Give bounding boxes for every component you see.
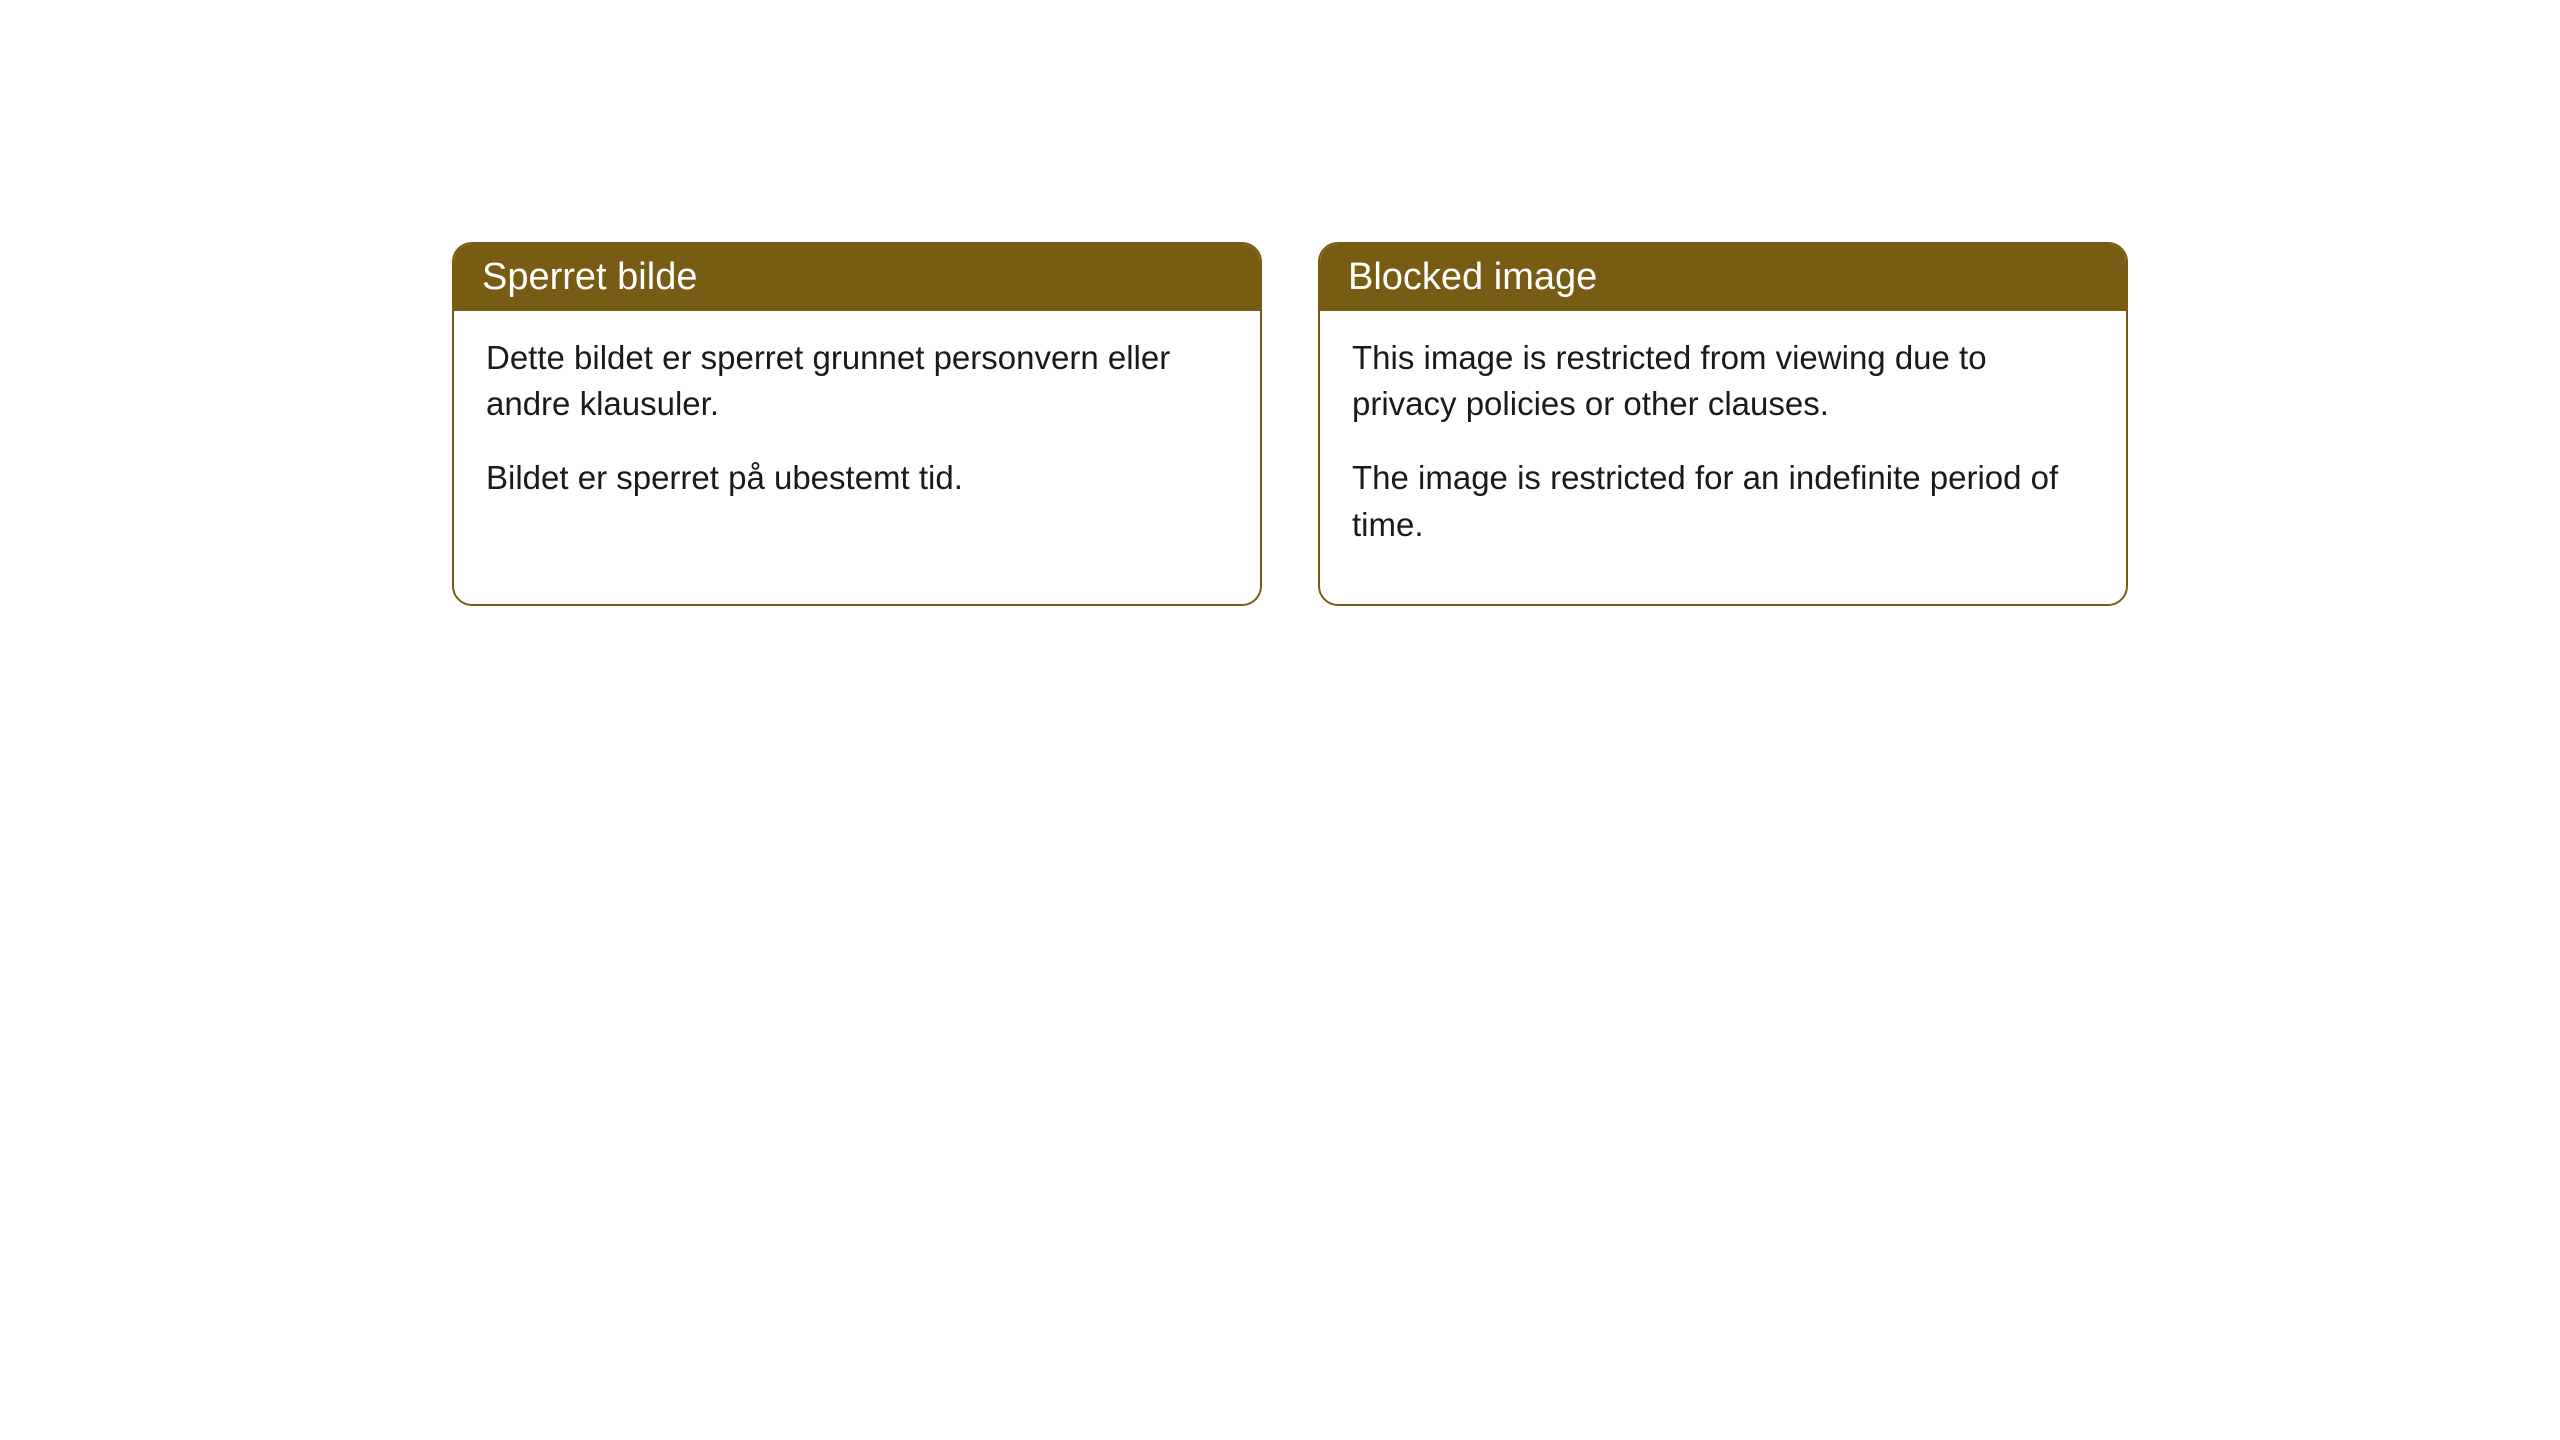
card-title: Blocked image	[1348, 256, 1597, 298]
card-header: Sperret bilde	[454, 244, 1260, 311]
card-body: Dette bildet er sperret grunnet personve…	[454, 311, 1260, 558]
blocked-image-card-english: Blocked image This image is restricted f…	[1318, 242, 2128, 606]
blocked-image-card-norwegian: Sperret bilde Dette bildet er sperret gr…	[452, 242, 1262, 606]
notice-cards-container: Sperret bilde Dette bildet er sperret gr…	[452, 242, 2128, 606]
card-title: Sperret bilde	[482, 256, 697, 298]
card-paragraph-2: Bildet er sperret på ubestemt tid.	[486, 455, 1228, 501]
card-paragraph-2: The image is restricted for an indefinit…	[1352, 455, 2094, 547]
card-paragraph-1: This image is restricted from viewing du…	[1352, 335, 2094, 427]
card-paragraph-1: Dette bildet er sperret grunnet personve…	[486, 335, 1228, 427]
card-body: This image is restricted from viewing du…	[1320, 311, 2126, 604]
card-header: Blocked image	[1320, 244, 2126, 311]
